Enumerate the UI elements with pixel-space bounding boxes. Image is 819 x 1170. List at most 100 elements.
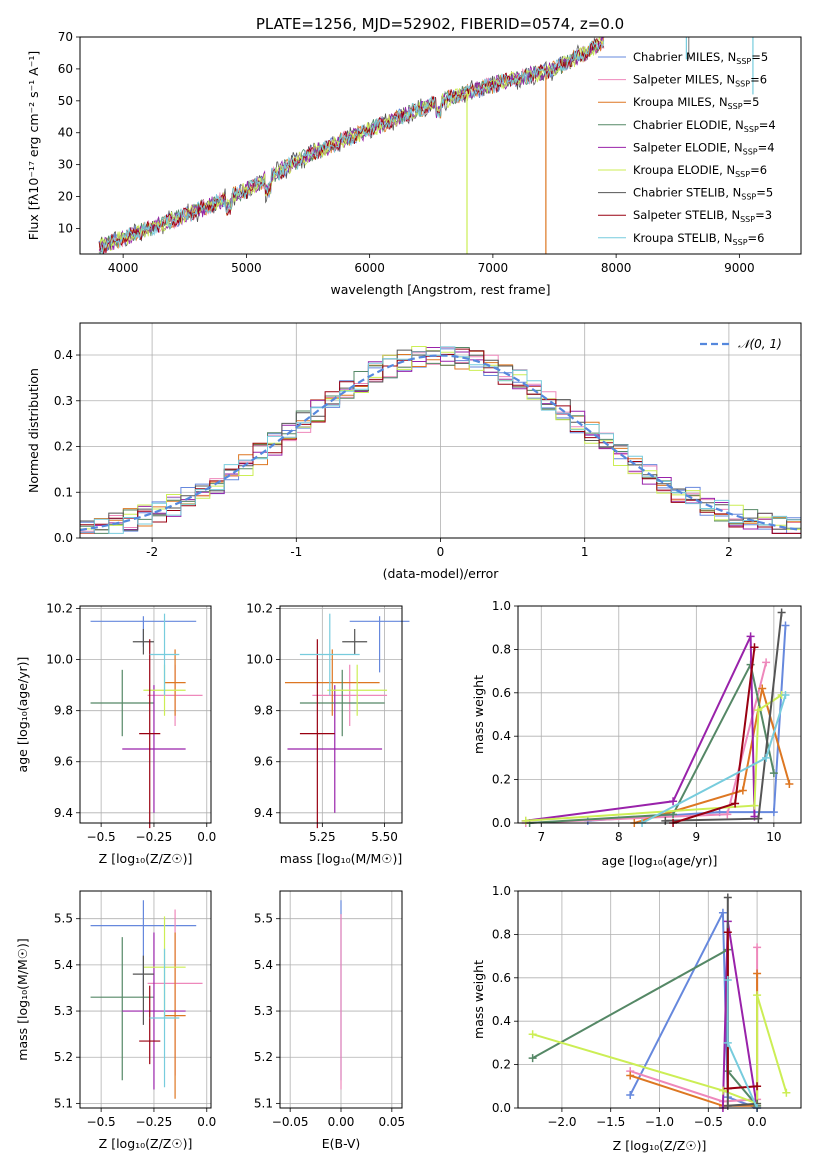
y-tick-label: 0.0 (54, 531, 73, 545)
y-tick-label: 0.3 (54, 394, 73, 408)
x-tick-label: 0.00 (328, 1115, 355, 1129)
axes-age-vs-mass (280, 606, 402, 823)
y-tick-label: 0.4 (54, 348, 73, 362)
weight-marker (669, 797, 678, 806)
legend-label: Salpeter MILES, NSSP=6 (633, 73, 767, 89)
x-axis-label: E(B-V) (322, 1136, 361, 1151)
y-axis-label: mass weight (471, 675, 486, 754)
x-axis-label: wavelength [Angstrom, rest frame] (330, 282, 550, 297)
y-tick-label: 5.3 (54, 1004, 73, 1018)
histogram-step (80, 350, 801, 534)
y-tick-label: 9.4 (254, 806, 273, 820)
x-tick-label: −0.5 (694, 1115, 723, 1129)
weight-marker (723, 928, 732, 937)
weight-marker (626, 1090, 635, 1099)
x-axis-label: age [log₁₀(age/yr)] (602, 853, 718, 868)
weight-marker (528, 1030, 537, 1039)
weight-marker (754, 706, 763, 715)
x-tick-label: 0.0 (197, 1115, 216, 1129)
weight-marker (769, 808, 778, 817)
legend-label: Kroupa ELODIE, NSSP=6 (633, 163, 767, 179)
weight-marker (769, 769, 778, 778)
plot-area-mass-weight-vs-Z (528, 893, 791, 1112)
weight-marker (754, 814, 763, 823)
weight-line (525, 635, 756, 822)
y-tick-label: 30 (58, 158, 73, 172)
x-tick-label: −0.5 (87, 1115, 116, 1129)
y-tick-label: 40 (58, 126, 73, 140)
axes-frame (79, 322, 802, 539)
weight-marker (626, 1071, 635, 1080)
weight-marker (753, 991, 762, 1000)
y-tick-label: 5.1 (54, 1096, 73, 1110)
weight-marker (777, 608, 786, 617)
weight-marker (781, 690, 790, 699)
y-axis-label: mass [log₁₀(M/M☉)] (15, 938, 30, 1060)
weight-line (529, 661, 775, 824)
y-tick-label: 5.5 (254, 912, 273, 926)
y-tick-label: 5.5 (54, 912, 73, 926)
weight-marker (723, 810, 732, 819)
x-tick-label: 9 (693, 830, 701, 844)
y-tick-label: 9.6 (254, 755, 273, 769)
x-axis-label: Z [log₁₀(Z/Z☉)] (99, 1136, 193, 1151)
weight-marker (731, 799, 740, 808)
legend-label: Kroupa MILES, NSSP=5 (633, 95, 759, 111)
x-tick-label: 9000 (724, 261, 755, 275)
y-tick-label: 9.6 (54, 755, 73, 769)
x-tick-label: 1 (581, 545, 589, 559)
y-tick-label: 0.8 (492, 642, 511, 656)
y-tick-label: 5.2 (254, 1050, 273, 1064)
x-tick-label: −1.5 (596, 1115, 625, 1129)
y-tick-label: 10.2 (246, 602, 273, 616)
y-tick-label: 60 (58, 62, 73, 76)
plot-area-spectrum (98, 37, 754, 254)
legend-label: Kroupa STELIB, NSSP=6 (633, 231, 764, 247)
y-tick-label: 0.2 (492, 1058, 511, 1072)
x-tick-label: 7 (537, 830, 545, 844)
x-axis-label: (data-model)/error (383, 566, 500, 581)
normal-curve (79, 354, 802, 532)
y-tick-label: 5.2 (54, 1050, 73, 1064)
x-tick-label: 5.25 (309, 830, 336, 844)
weight-marker (785, 779, 794, 788)
x-tick-label: −2.0 (547, 1115, 576, 1129)
y-tick-label: 20 (58, 190, 73, 204)
x-tick-label: 10 (766, 830, 781, 844)
spectrum-line (98, 37, 605, 251)
weight-marker (723, 893, 732, 902)
weight-marker (762, 753, 771, 762)
axes-frame (79, 605, 212, 824)
weight-marker (750, 643, 759, 652)
x-tick-label: 5000 (231, 261, 262, 275)
y-tick-label: 0.0 (492, 1101, 511, 1115)
axes-frame (279, 605, 403, 824)
weight-line (525, 694, 783, 822)
axes-frame (517, 890, 802, 1109)
legend-label: Salpeter ELODIE, NSSP=4 (633, 140, 775, 156)
weight-marker (750, 801, 759, 810)
weight-marker (781, 621, 790, 630)
y-axis-label: age [log₁₀(age/yr)] (15, 657, 30, 773)
weight-marker (723, 1084, 732, 1093)
x-tick-label: 0.05 (378, 1115, 405, 1129)
y-tick-label: 1.0 (492, 884, 511, 898)
y-tick-label: 0.2 (492, 773, 511, 787)
y-tick-label: 70 (58, 30, 73, 44)
x-tick-label: 5.50 (371, 830, 398, 844)
x-tick-label: −1.0 (645, 1115, 674, 1129)
y-tick-label: 0.6 (492, 686, 511, 700)
y-tick-label: 9.4 (54, 806, 73, 820)
histogram-step (80, 348, 801, 534)
x-axis-label: Z [log₁₀(Z/Z☉)] (99, 851, 193, 866)
axes-frame (79, 36, 802, 255)
y-tick-label: 1.0 (492, 599, 511, 613)
weight-marker (758, 684, 767, 693)
y-axis-label: Flux [fλ10⁻¹⁷ erg cm⁻² s⁻¹ A⁻¹] (26, 51, 41, 240)
x-axis-label: mass [log₁₀(M/M☉)] (280, 851, 402, 866)
y-tick-label: 0.6 (492, 971, 511, 985)
x-tick-label: 0.0 (748, 1115, 767, 1129)
weight-marker (753, 943, 762, 952)
x-axis-label: Z [log₁₀(Z/Z☉)] (613, 1138, 707, 1153)
x-tick-label: 0 (437, 545, 445, 559)
